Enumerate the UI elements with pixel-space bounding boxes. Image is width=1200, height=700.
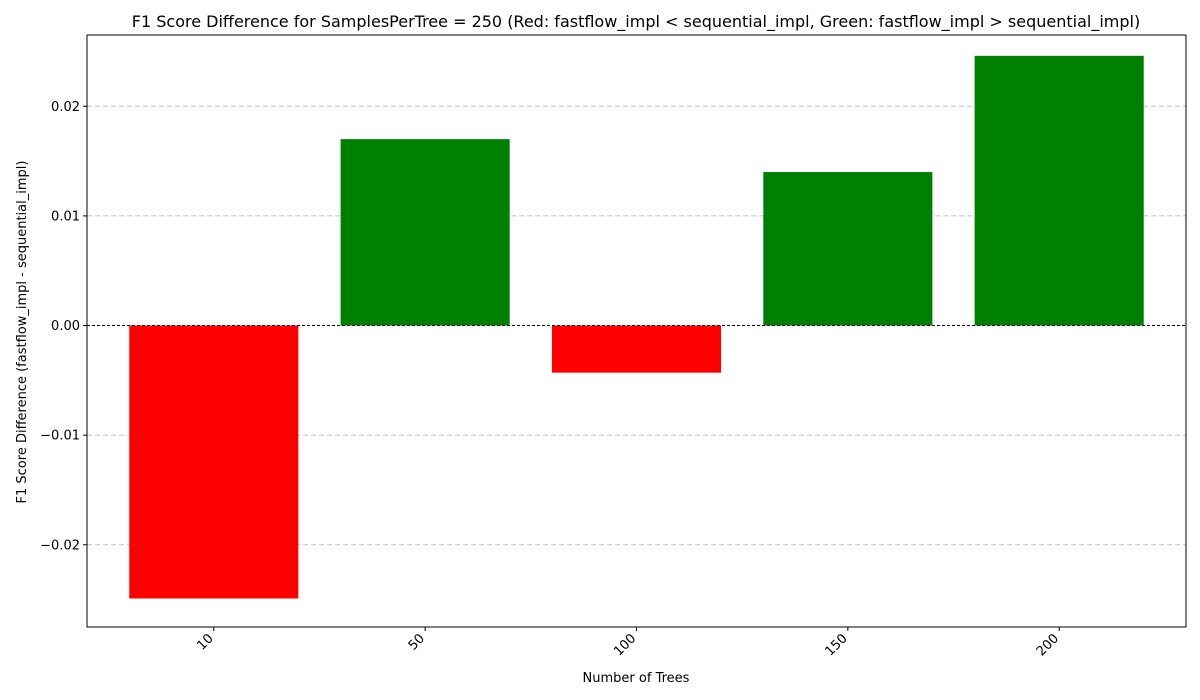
x-tick-label: 150	[823, 631, 851, 659]
bar-200	[974, 55, 1144, 326]
bars	[129, 55, 1144, 599]
y-tick-label: 0.02	[51, 100, 80, 115]
bar-50	[340, 139, 510, 326]
y-axis-label: F1 Score Difference (fastflow_impl - seq…	[15, 161, 30, 504]
bar-10	[129, 325, 299, 599]
x-tick-label: 200	[1034, 631, 1062, 659]
y-axis: −0.02 −0.01 0.00 0.01 0.02	[40, 100, 87, 553]
x-tick-label: 50	[406, 631, 428, 653]
bar-150	[763, 172, 933, 326]
y-tick-label: −0.02	[40, 538, 80, 553]
x-tick-label: 10	[194, 631, 216, 653]
y-tick-label: 0.01	[51, 209, 80, 224]
y-tick-label: 0.00	[51, 319, 80, 334]
x-tick-label: 100	[611, 631, 639, 659]
y-tick-label: −0.01	[40, 429, 80, 444]
x-axis: 10 50 100 150 200	[194, 627, 1062, 659]
chart-title: F1 Score Difference for SamplesPerTree =…	[132, 12, 1140, 32]
bar-100	[551, 325, 722, 373]
x-axis-label: Number of Trees	[583, 671, 690, 686]
